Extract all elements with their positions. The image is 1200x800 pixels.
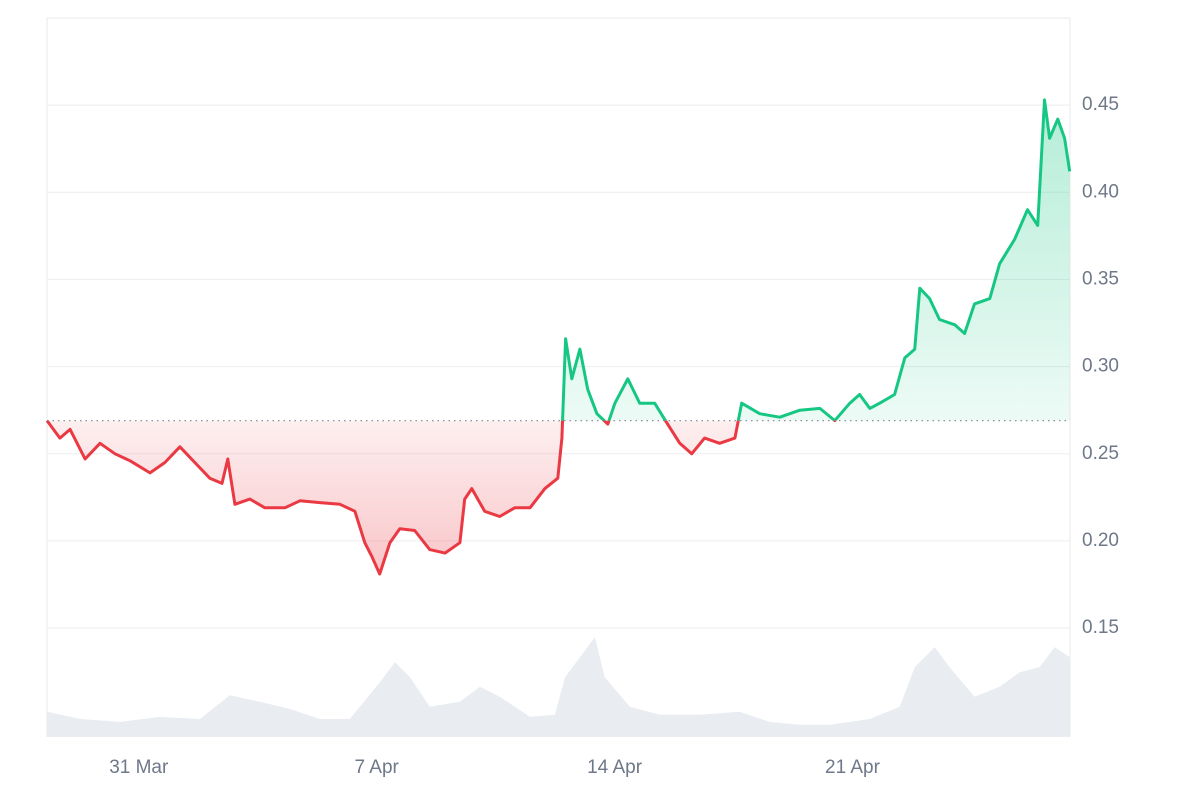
x-tick-label: 21 Apr [825,757,881,778]
y-tick-label: 0.25 [1082,443,1119,464]
x-tick-label: 31 Mar [109,757,169,778]
y-tick-label: 0.20 [1082,530,1119,551]
price-line-down [45,420,837,576]
y-tick-label: 0.30 [1082,356,1119,377]
y-tick-label: 0.40 [1082,181,1119,202]
x-tick-label: 7 Apr [354,757,399,778]
y-tick-label: 0.45 [1082,94,1119,115]
volume-area [47,637,1070,737]
price-line-up [46,98,1072,421]
y-tick-label: 0.35 [1082,268,1119,289]
area-above-baseline [47,99,1070,421]
y-tick-label: 0.15 [1082,617,1119,638]
x-tick-label: 14 Apr [587,757,643,778]
area-below-baseline [47,420,739,574]
